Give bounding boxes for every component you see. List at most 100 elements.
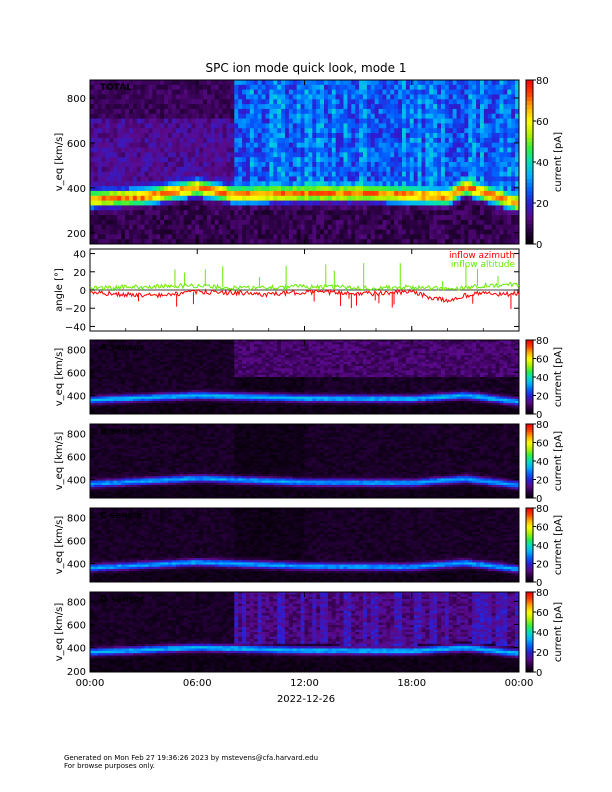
heatmap-cell <box>456 215 462 221</box>
heatmap-cell <box>179 348 185 352</box>
heatmap-cell <box>343 123 348 129</box>
heatmap-cell <box>374 171 380 178</box>
heatmap-cell <box>515 162 519 168</box>
heatmap-cell <box>187 381 192 385</box>
heatmap-cell <box>433 171 438 178</box>
heatmap-cell <box>93 379 99 382</box>
heatmap-cell <box>437 186 442 192</box>
heatmap-cell <box>144 224 150 231</box>
heatmap-cell <box>171 113 177 120</box>
heatmap-cell <box>242 157 247 163</box>
heatmap-cell <box>203 186 208 192</box>
heatmap-cell <box>144 363 150 367</box>
heatmap-cell <box>171 396 177 400</box>
heatmap-cell <box>265 137 270 144</box>
heatmap-cell <box>175 342 181 345</box>
heatmap-cell <box>242 186 247 192</box>
heatmap-cell <box>187 113 192 120</box>
heatmap-cell <box>335 80 341 86</box>
heatmap-cell <box>175 137 181 144</box>
heatmap-cell <box>491 99 497 105</box>
heatmap-cell <box>398 157 403 163</box>
heatmap-cell <box>226 166 231 173</box>
heatmap-cell <box>156 89 161 96</box>
heatmap-cell <box>300 162 306 168</box>
heatmap-cell <box>121 99 126 105</box>
heatmap-cell <box>187 128 192 134</box>
heatmap-cell <box>175 377 181 380</box>
heatmap-cell <box>452 219 458 226</box>
heatmap-cell <box>156 234 161 240</box>
heatmap-cell <box>433 94 438 100</box>
heatmap-cell <box>460 229 465 235</box>
heatmap-cell <box>288 162 294 168</box>
heatmap-cell <box>515 137 519 144</box>
y-tick-label: 0 <box>80 286 86 297</box>
heatmap-cell <box>246 133 251 139</box>
heatmap-cell <box>136 346 142 350</box>
heatmap-cell <box>230 108 235 115</box>
heatmap-cell <box>113 392 118 396</box>
colorbar-step <box>526 239 533 245</box>
heatmap-cell <box>171 355 177 359</box>
heatmap-cell <box>148 398 153 402</box>
heatmap-cell <box>242 229 247 235</box>
heatmap-cell <box>304 89 309 96</box>
heatmap-cell <box>210 342 216 345</box>
heatmap-cell <box>214 94 220 100</box>
heatmap-cell <box>499 234 504 240</box>
heatmap-cell <box>210 239 216 244</box>
heatmap-cell <box>93 363 99 367</box>
heatmap-cell <box>359 128 364 134</box>
heatmap-cell <box>257 239 263 244</box>
heatmap-cell <box>441 157 446 163</box>
heatmap-cell <box>171 374 177 378</box>
heatmap-cell <box>222 147 228 153</box>
heatmap-cell <box>160 190 165 197</box>
heatmap-cell <box>121 387 126 391</box>
heatmap-cell <box>191 84 196 91</box>
heatmap-cell <box>277 84 282 91</box>
heatmap-cell <box>515 84 519 91</box>
heatmap-cell <box>433 142 438 149</box>
heatmap-cell <box>363 224 368 231</box>
heatmap-cell <box>249 219 255 226</box>
heatmap-cell <box>117 123 122 129</box>
heatmap-cell <box>331 99 337 105</box>
heatmap-cell <box>168 372 173 376</box>
heatmap-cell <box>327 157 333 163</box>
heatmap-cell <box>93 142 99 149</box>
heatmap-cell <box>160 171 165 178</box>
heatmap-cell <box>132 229 138 235</box>
heatmap-cell <box>195 366 200 369</box>
heatmap-cell <box>152 357 157 361</box>
heatmap-cell <box>456 200 462 207</box>
heatmap-cell <box>117 390 122 393</box>
heatmap-cell <box>495 137 501 144</box>
heatmap-cell <box>136 162 142 168</box>
heatmap-cell <box>164 342 169 345</box>
heatmap-cell <box>456 162 462 168</box>
colorbar-step <box>526 96 533 101</box>
heatmap-cell <box>312 215 317 221</box>
heatmap-cell <box>210 377 216 380</box>
heatmap-cell <box>487 224 493 231</box>
heatmap-cell <box>129 392 134 396</box>
heatmap-cell <box>93 381 99 385</box>
heatmap-cell <box>148 340 153 343</box>
heatmap-cell <box>366 142 372 149</box>
heatmap-cell <box>448 99 454 105</box>
heatmap-cell <box>97 363 103 367</box>
heatmap-cell <box>210 137 216 144</box>
heatmap-cell <box>417 234 423 240</box>
heatmap-cell <box>472 147 477 153</box>
heatmap-cell <box>97 350 103 354</box>
heatmap-cell <box>390 181 395 187</box>
heatmap-cell <box>140 123 146 129</box>
heatmap-cell <box>444 234 450 240</box>
heatmap-cell <box>472 89 477 96</box>
heatmap-cell <box>179 340 185 343</box>
heatmap-cell <box>351 147 356 153</box>
heatmap-cell <box>476 123 481 129</box>
heatmap-cell <box>175 340 181 343</box>
